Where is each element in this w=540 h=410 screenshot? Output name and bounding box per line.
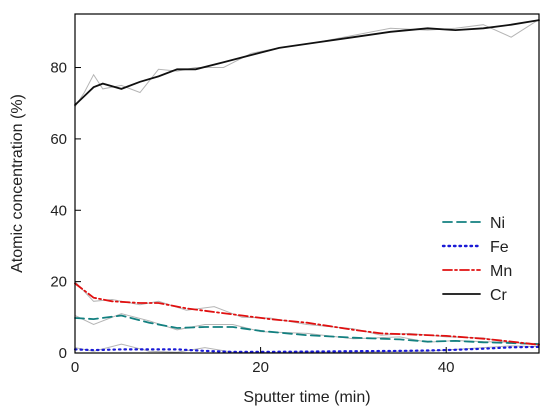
legend: Ni Fe Mn Cr [441,215,512,304]
raw-trace-ni [74,313,540,345]
legend-label-fe: Fe [490,239,509,256]
legend-label-mn: Mn [490,263,512,280]
y-tick-label: 0 [59,345,67,362]
raw-trace-mn [74,281,540,346]
legend-label-cr: Cr [490,287,508,304]
y-tick-label: 80 [50,60,67,77]
series-line-fe [73,345,540,353]
y-tick-label: 20 [50,274,67,291]
series-line-ni [74,314,540,346]
series-line-mn [74,282,540,346]
legend-label-ni: Ni [490,215,505,232]
x-tick-label: 0 [71,359,79,376]
y-axis-label: Atomic concentration (%) [9,94,26,273]
x-tick-label: 40 [438,359,455,376]
plot-frame [74,13,540,354]
x-tick-label: 20 [252,359,269,376]
y-axis-ticks: 0 20 40 60 80 [50,60,81,362]
y-tick-label: 40 [50,202,67,219]
x-axis-label: Sputter time (min) [243,389,370,406]
series-line-cr [74,19,540,106]
x-axis-ticks: 0 20 40 [71,347,455,376]
series-layer [73,19,540,353]
raw-trace-cr [74,18,540,108]
y-tick-label: 60 [50,131,67,148]
